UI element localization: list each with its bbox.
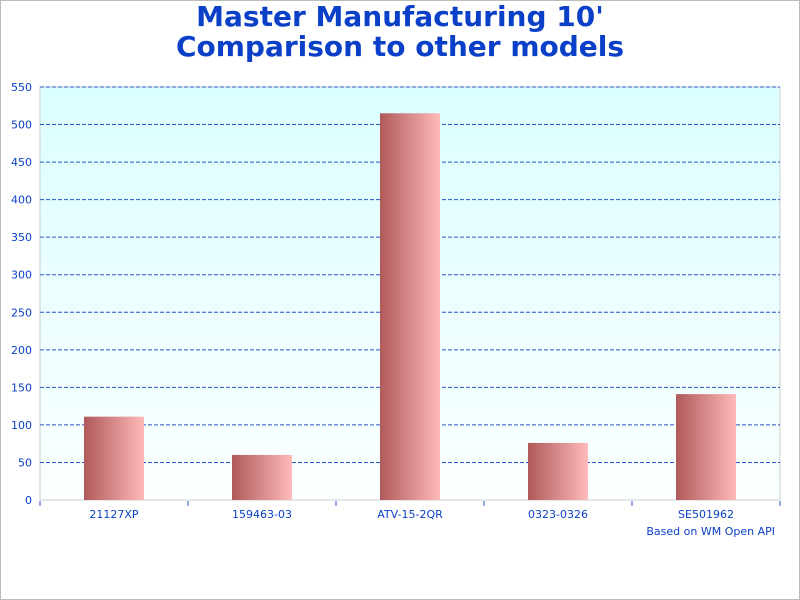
bar-0323-0326 (528, 442, 588, 500)
x-tick-label: 0323-0326 (528, 508, 588, 521)
bar-21127XP (84, 416, 144, 500)
y-tick-label: 400 (11, 194, 32, 207)
title-line-1: Master Manufacturing 10' (196, 0, 604, 33)
y-tick-label: 550 (11, 81, 32, 94)
y-tick-label: 200 (11, 344, 32, 357)
bar-ATV-15-2QR (380, 113, 440, 501)
y-tick-label: 350 (11, 231, 32, 244)
x-tick-label: SE501962 (678, 508, 734, 521)
y-tick-label: 0 (25, 494, 32, 507)
y-tick-label: 150 (11, 381, 32, 394)
y-tick-label: 500 (11, 119, 32, 132)
y-tick-label: 50 (18, 456, 32, 469)
chart-title: Master Manufacturing 10' Comparison to o… (0, 2, 800, 62)
y-tick-label: 100 (11, 419, 32, 432)
x-tick-label: 21127XP (89, 508, 139, 521)
bar-159463-03 (232, 454, 292, 500)
y-tick-label: 450 (11, 156, 32, 169)
y-tick-label: 250 (11, 306, 32, 319)
y-tick-label: 300 (11, 269, 32, 282)
footnote: Based on WM Open API (646, 525, 775, 538)
x-tick-label: ATV-15-2QR (377, 508, 443, 521)
title-line-2: Comparison to other models (175, 30, 625, 63)
x-tick-label: 159463-03 (232, 508, 292, 521)
bar-SE501962 (676, 394, 736, 500)
